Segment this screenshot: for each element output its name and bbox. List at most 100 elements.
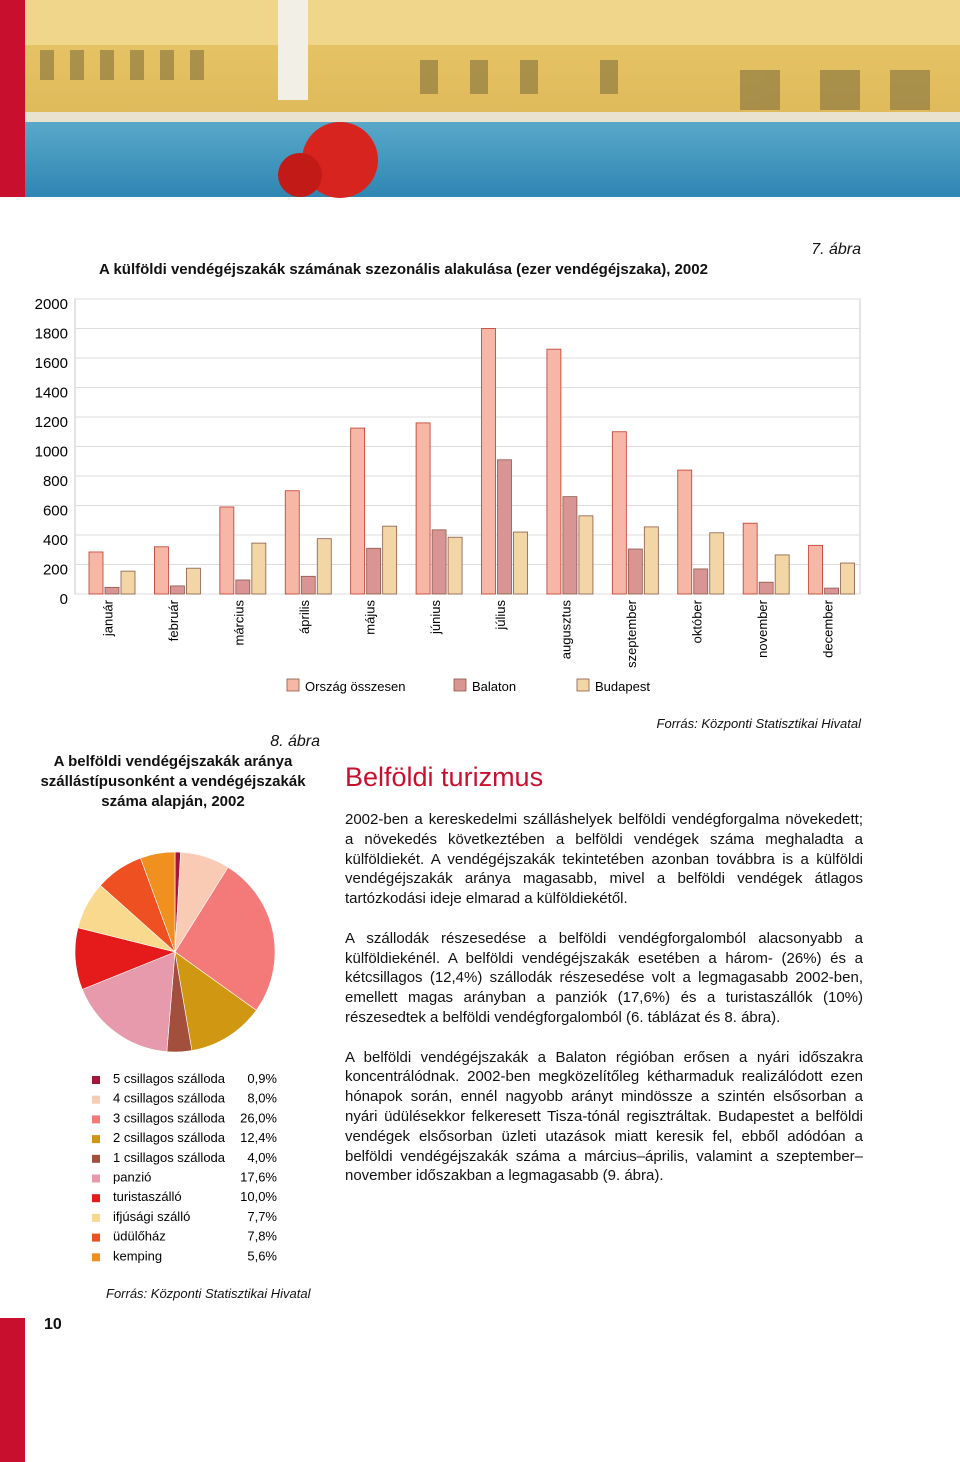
legend-swatch: [92, 1135, 100, 1144]
bar-chart: 0 200 400 600 800 1000 1200 1400 1600 1800 2000 jan…: [35, 296, 861, 694]
legend-label: 5 csillagos szálloda: [113, 1071, 226, 1086]
source: Forrás: Központi Statisztikai Hivatal: [656, 716, 861, 731]
y-tick-label: 600: [43, 503, 68, 520]
legend-swatch: [92, 1233, 100, 1242]
pie-chart: 5 csillagos szálloda 0,9% 4 csillagos szál…: [74, 851, 277, 1263]
bar: [382, 525, 398, 595]
legend-label: kemping: [113, 1248, 162, 1263]
value-label: 7,8%: [247, 1229, 277, 1244]
legend-swatch: [286, 678, 300, 692]
bar: [481, 328, 496, 595]
bar: [88, 551, 104, 595]
paragraph: A belföldi vendégéjszakák a Balaton régi…: [345, 1048, 863, 1185]
page-edge: [0, 1318, 25, 1462]
x-tick-label: december: [820, 599, 835, 657]
bar: [611, 431, 627, 595]
value-label: 4,0%: [247, 1150, 277, 1165]
chart-title: A belföldi vendégéjszakák aránya szállás…: [40, 753, 306, 810]
source: Forrás: Központi Statisztikai Hivatal: [106, 1286, 311, 1301]
paragraph: A szállodák részesedése a belföldi vendé…: [345, 929, 863, 1026]
legend-label: 4 csillagos szálloda: [113, 1091, 226, 1106]
value-label: 10,0%: [240, 1189, 277, 1204]
x-tick-label: július: [493, 600, 508, 631]
bar: [758, 581, 774, 595]
bar: [578, 515, 594, 595]
page-number: 10: [44, 1316, 62, 1333]
value-label: 26,0%: [240, 1110, 277, 1125]
bar: [350, 427, 366, 595]
legend-label: 1 csillagos szálloda: [113, 1150, 226, 1165]
paragraph: 2002-ben a kereskedelmi szálláshelyek be…: [345, 811, 863, 908]
y-tick-label: 800: [43, 473, 68, 490]
legend-swatch: [92, 1095, 100, 1104]
bar: [774, 554, 790, 595]
bar: [627, 548, 643, 595]
bar: [415, 422, 431, 595]
legend-label: 3 csillagos szálloda: [113, 1110, 226, 1125]
y-tick-label: 200: [43, 562, 68, 579]
x-tick-label: március: [232, 600, 247, 646]
bar: [431, 529, 447, 595]
x-tick-label: június: [428, 600, 443, 635]
y-tick-label: 1000: [35, 444, 68, 461]
legend-swatch: [92, 1076, 100, 1084]
value-label: 5,6%: [247, 1248, 277, 1263]
legend-label: panzió: [113, 1170, 151, 1185]
legend-label: 2 csillagos szálloda: [113, 1130, 226, 1145]
bar: [742, 522, 758, 595]
pie-slice: [81, 951, 176, 1052]
x-tick-label: november: [755, 599, 770, 657]
y-tick-label: 1400: [35, 385, 68, 402]
bar: [447, 536, 463, 595]
x-tick-label: április: [297, 600, 312, 634]
bar: [316, 538, 332, 595]
bar: [562, 496, 578, 595]
bar: [170, 585, 185, 595]
bar: [840, 562, 855, 595]
legend-label: Ország összesen: [305, 679, 405, 694]
legend-label: Budapest: [595, 679, 650, 694]
figure-label: 8. ábra: [270, 733, 320, 750]
article-body: 2002-ben a kereskedelmi szálláshelyek be…: [345, 810, 863, 1206]
bar: [235, 579, 251, 595]
legend-swatch: [92, 1115, 100, 1124]
pie-slice: [174, 951, 257, 1051]
x-tick-label: február: [166, 599, 181, 641]
bar: [219, 506, 235, 595]
value-label: 8,0%: [247, 1091, 277, 1106]
y-tick-label: 0: [60, 591, 68, 608]
legend-swatch: [92, 1154, 100, 1163]
bar: [709, 532, 725, 595]
bar: [154, 546, 169, 595]
article-heading: Belföldi turizmus: [345, 762, 544, 792]
legend-label: ifjúsági szálló: [113, 1209, 190, 1224]
bar: [251, 542, 267, 595]
figure-label: 7. ábra: [811, 241, 861, 258]
value-label: 7,7%: [247, 1209, 277, 1224]
bar: [186, 567, 201, 595]
x-tick-label: január: [101, 599, 116, 637]
legend-swatch: [92, 1174, 100, 1183]
x-tick-label: október: [689, 599, 704, 643]
y-tick-label: 1800: [35, 326, 68, 343]
bar: [546, 348, 562, 595]
bar: [677, 469, 693, 595]
bar: [497, 459, 512, 595]
legend-swatch: [92, 1253, 100, 1262]
value-label: 0,9%: [247, 1071, 277, 1086]
chart-title: A külföldi vendégéjszakák számának szezo…: [99, 261, 708, 278]
bar: [643, 526, 659, 595]
bar: [693, 568, 709, 595]
value-label: 12,4%: [240, 1130, 277, 1145]
pie-slice: [140, 851, 176, 953]
bar: [284, 490, 300, 595]
legend-label: üdülőház: [113, 1229, 166, 1244]
legend-swatch: [453, 678, 467, 692]
x-tick-label: augusztus: [559, 600, 574, 660]
bar: [120, 570, 136, 595]
x-tick-label: szeptember: [624, 599, 639, 668]
x-tick-label: május: [362, 600, 377, 635]
y-tick-label: 1600: [35, 355, 68, 372]
bar: [824, 587, 839, 595]
